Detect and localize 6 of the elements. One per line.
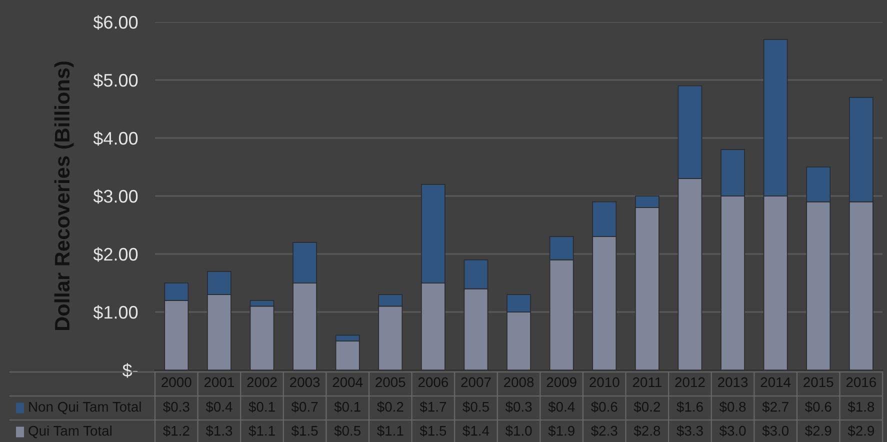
y-tick-label: $6.00 (93, 15, 138, 30)
y-tick-label: $2.00 (93, 247, 138, 262)
y-tick-label: $5.00 (93, 73, 138, 88)
y-tick-label: $3.00 (93, 189, 138, 204)
y-tick-label: $1.00 (93, 305, 138, 320)
y-tick-label: $4.00 (93, 131, 138, 146)
